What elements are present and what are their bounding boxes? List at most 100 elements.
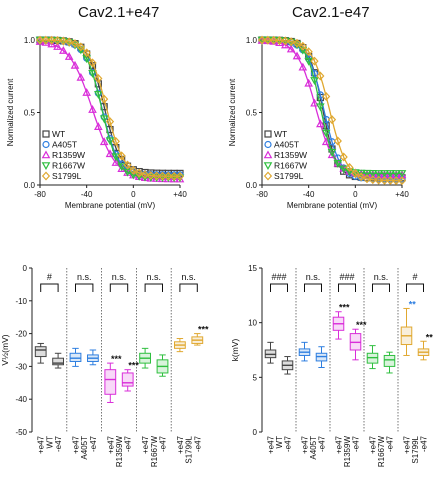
category-label: +e47 bbox=[106, 435, 115, 454]
legend-marker-S1799L bbox=[41, 171, 51, 181]
legend-label-WT: WT bbox=[52, 129, 65, 139]
comparison-bracket bbox=[179, 283, 198, 292]
data-point-R1359W bbox=[304, 78, 313, 87]
data-point-R1359W bbox=[59, 46, 68, 54]
data-point-S1799L bbox=[123, 160, 132, 170]
significance-stars: *** bbox=[356, 320, 367, 330]
legend-marker-R1667W bbox=[263, 162, 273, 171]
comparison-bracket bbox=[144, 283, 163, 292]
data-point-S1799L bbox=[65, 37, 74, 47]
data-point-S1799L bbox=[374, 175, 383, 185]
data-point-A405T bbox=[310, 70, 319, 78]
comparison-bracket bbox=[109, 283, 129, 292]
group-label-R1667W: R1667W bbox=[377, 436, 386, 468]
category-label: +e47 bbox=[37, 435, 46, 454]
category-label: -e47 bbox=[89, 435, 98, 452]
data-point-R1359W bbox=[64, 52, 74, 60]
data-point-S1799L bbox=[281, 36, 290, 46]
data-point-S1799L bbox=[47, 35, 56, 45]
significance-stars: *** bbox=[339, 303, 350, 313]
data-point-S1799L bbox=[345, 162, 354, 172]
legend-marker-S1799L bbox=[263, 171, 273, 181]
x-tick-label: -80 bbox=[256, 190, 268, 199]
data-point-R1359W bbox=[292, 51, 302, 60]
data-point-S1799L bbox=[41, 35, 50, 45]
data-point-S1799L bbox=[94, 73, 103, 83]
y-tick-label: 0.0 bbox=[246, 181, 258, 190]
data-point-S1799L bbox=[380, 175, 389, 185]
data-point-R1359W bbox=[298, 62, 308, 71]
data-point-R1667W bbox=[362, 169, 372, 178]
data-point-S1799L bbox=[111, 136, 120, 146]
box-R1667W bbox=[383, 354, 396, 367]
data-point-S1799L bbox=[129, 165, 138, 175]
comparison-label: n.s. bbox=[77, 272, 92, 282]
comparison-label: n.s. bbox=[147, 272, 162, 282]
x-tick-label: +40 bbox=[173, 190, 187, 199]
data-point-S1799L bbox=[76, 42, 85, 52]
data-point-S1799L bbox=[152, 171, 161, 181]
comparison-label: n.s. bbox=[374, 272, 389, 282]
group-label-R1359W: R1359W bbox=[343, 436, 352, 468]
legend-label-R1359W: R1359W bbox=[52, 150, 85, 160]
data-point-S1799L bbox=[257, 35, 267, 45]
data-point-R1667W bbox=[374, 170, 383, 178]
data-point-S1799L bbox=[135, 168, 144, 178]
comparison-label: n.s. bbox=[112, 272, 127, 282]
data-point-S1799L bbox=[170, 171, 179, 181]
y-axis-label: Normalized current bbox=[228, 78, 237, 146]
data-point-R1667W bbox=[356, 169, 366, 178]
significance-stars: *** bbox=[111, 354, 122, 364]
data-point-S1799L bbox=[35, 35, 45, 45]
data-point-S1799L bbox=[269, 35, 278, 45]
data-point-S1799L bbox=[146, 170, 155, 180]
legend-label-S1799L: S1799L bbox=[274, 171, 304, 181]
data-point-R1359W bbox=[286, 44, 296, 53]
category-label: +e47 bbox=[176, 435, 185, 454]
category-label: +e47 bbox=[403, 435, 412, 454]
comparison-label: # bbox=[47, 272, 52, 282]
data-point-S1799L bbox=[362, 174, 372, 184]
data-point-S1799L bbox=[292, 38, 302, 48]
data-point-S1799L bbox=[327, 115, 337, 125]
y-axis-label: k(mV) bbox=[230, 339, 240, 362]
comparison-bracket bbox=[406, 283, 424, 292]
y-tick-label: 15 bbox=[248, 264, 257, 273]
y-tick-label: 5 bbox=[253, 373, 258, 382]
category-label: -e47 bbox=[318, 435, 327, 452]
significance-stars: ** bbox=[409, 299, 417, 309]
data-point-S1799L bbox=[263, 35, 272, 45]
data-point-S1799L bbox=[140, 170, 150, 180]
category-label: -e47 bbox=[284, 435, 293, 452]
legend-marker-R1359W bbox=[41, 150, 51, 159]
data-point-R1667W bbox=[339, 165, 348, 174]
data-point-S1799L bbox=[164, 171, 173, 181]
group-label-R1667W: R1667W bbox=[150, 436, 159, 468]
data-point-R1359W bbox=[53, 42, 62, 50]
y-tick-label: 0.5 bbox=[24, 109, 36, 118]
data-point-S1799L bbox=[333, 136, 342, 146]
comparison-label: ### bbox=[339, 272, 354, 282]
data-point-R1667W bbox=[327, 148, 337, 157]
data-point-R1359W bbox=[281, 40, 290, 49]
x-axis-label: Membrane potential (mV) bbox=[65, 201, 156, 210]
group-label-S1799L: S1799L bbox=[411, 435, 420, 463]
legend-marker-A405T bbox=[42, 140, 50, 149]
data-point-S1799L bbox=[82, 48, 91, 58]
data-point-R1667W bbox=[316, 103, 325, 112]
group-label-A405T: A405T bbox=[80, 436, 89, 460]
data-point-R1359W bbox=[82, 88, 91, 96]
comparison-bracket bbox=[40, 283, 59, 292]
y-tick-label: -50 bbox=[15, 428, 27, 437]
data-point-R1667W bbox=[321, 129, 331, 138]
legend-marker-R1359W bbox=[263, 150, 273, 159]
data-point-S1799L bbox=[70, 39, 80, 49]
group-label-WT: WT bbox=[45, 436, 54, 449]
data-point-S1799L bbox=[392, 176, 401, 186]
category-label: -e47 bbox=[193, 435, 202, 452]
y-tick-label: 0 bbox=[23, 264, 28, 273]
box-A405T bbox=[69, 352, 82, 362]
data-point-R1359W bbox=[47, 39, 56, 48]
x-axis-label: Membrane potential (mV) bbox=[287, 201, 378, 210]
